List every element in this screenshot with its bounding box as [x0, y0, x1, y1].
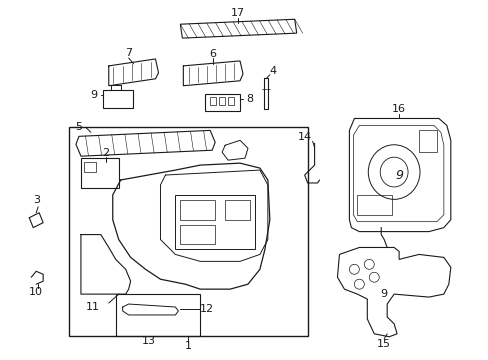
Text: 9: 9	[90, 90, 97, 100]
Bar	[227, 96, 234, 105]
Bar	[357, 195, 391, 215]
Text: 12: 12	[200, 304, 214, 314]
Text: 5: 5	[75, 122, 82, 132]
Bar	[224, 200, 249, 220]
Bar	[81, 158, 119, 188]
Text: 10: 10	[29, 287, 43, 297]
Bar	[205, 94, 240, 111]
Text: 2: 2	[102, 148, 109, 158]
Text: 9: 9	[380, 289, 387, 299]
Bar	[175, 195, 254, 249]
Text: 11: 11	[86, 302, 100, 312]
Text: 14: 14	[297, 132, 311, 142]
Bar	[180, 225, 215, 244]
Text: 1: 1	[184, 341, 191, 351]
Bar	[116, 294, 200, 336]
Text: 9: 9	[394, 168, 402, 181]
Bar	[69, 127, 307, 336]
Bar	[210, 96, 216, 105]
Bar	[219, 96, 224, 105]
Text: 7: 7	[125, 48, 132, 58]
Text: 13: 13	[141, 336, 155, 346]
Text: 16: 16	[391, 104, 406, 113]
Text: 6: 6	[209, 49, 216, 59]
Text: 4: 4	[269, 66, 276, 76]
Text: 3: 3	[33, 195, 40, 205]
Bar	[418, 130, 436, 152]
Bar	[180, 200, 215, 220]
Text: 17: 17	[230, 8, 244, 18]
Bar	[84, 162, 96, 172]
Bar	[102, 90, 132, 108]
Text: 15: 15	[376, 339, 390, 349]
Text: 8: 8	[246, 94, 253, 104]
